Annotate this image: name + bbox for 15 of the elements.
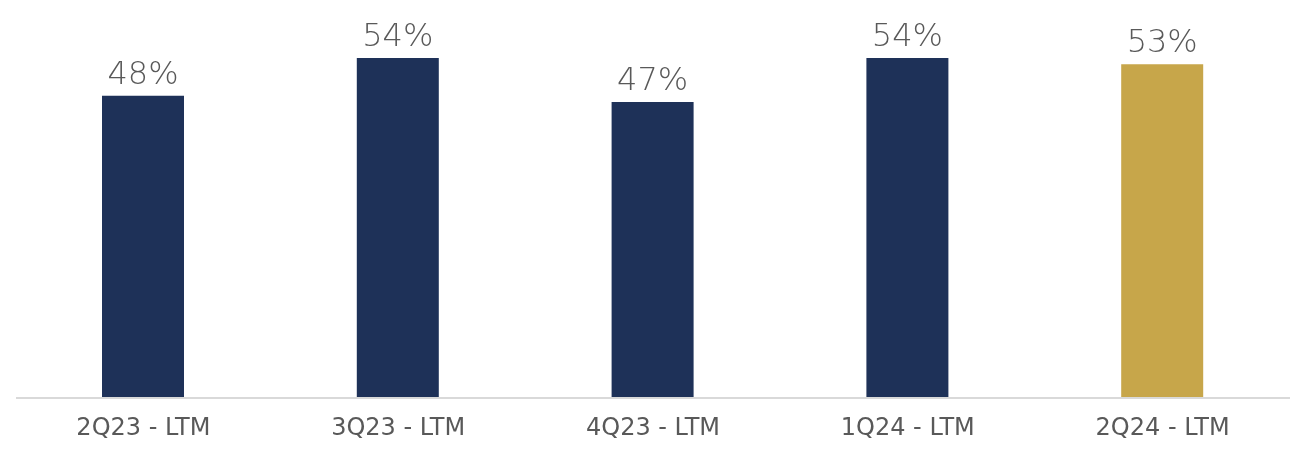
bar: [356, 58, 439, 398]
x-tick-label: 1Q24 - LTM: [840, 413, 975, 442]
x-tick-label: 2Q24 - LTM: [1095, 413, 1230, 442]
data-label: 54%: [871, 16, 943, 54]
data-label: 53%: [1126, 22, 1198, 61]
bar: [1121, 64, 1204, 398]
x-tick-label: 4Q23 - LTM: [585, 413, 721, 442]
data-label: 48%: [107, 53, 179, 92]
bar: [611, 102, 694, 398]
bar: [102, 95, 184, 398]
data-label: 47%: [617, 60, 689, 99]
data-label: 54%: [362, 16, 434, 54]
bar: [866, 58, 949, 398]
x-tick-label: 3Q23 - LTM: [331, 413, 466, 442]
x-tick-label: 2Q23 - LTM: [76, 413, 211, 442]
